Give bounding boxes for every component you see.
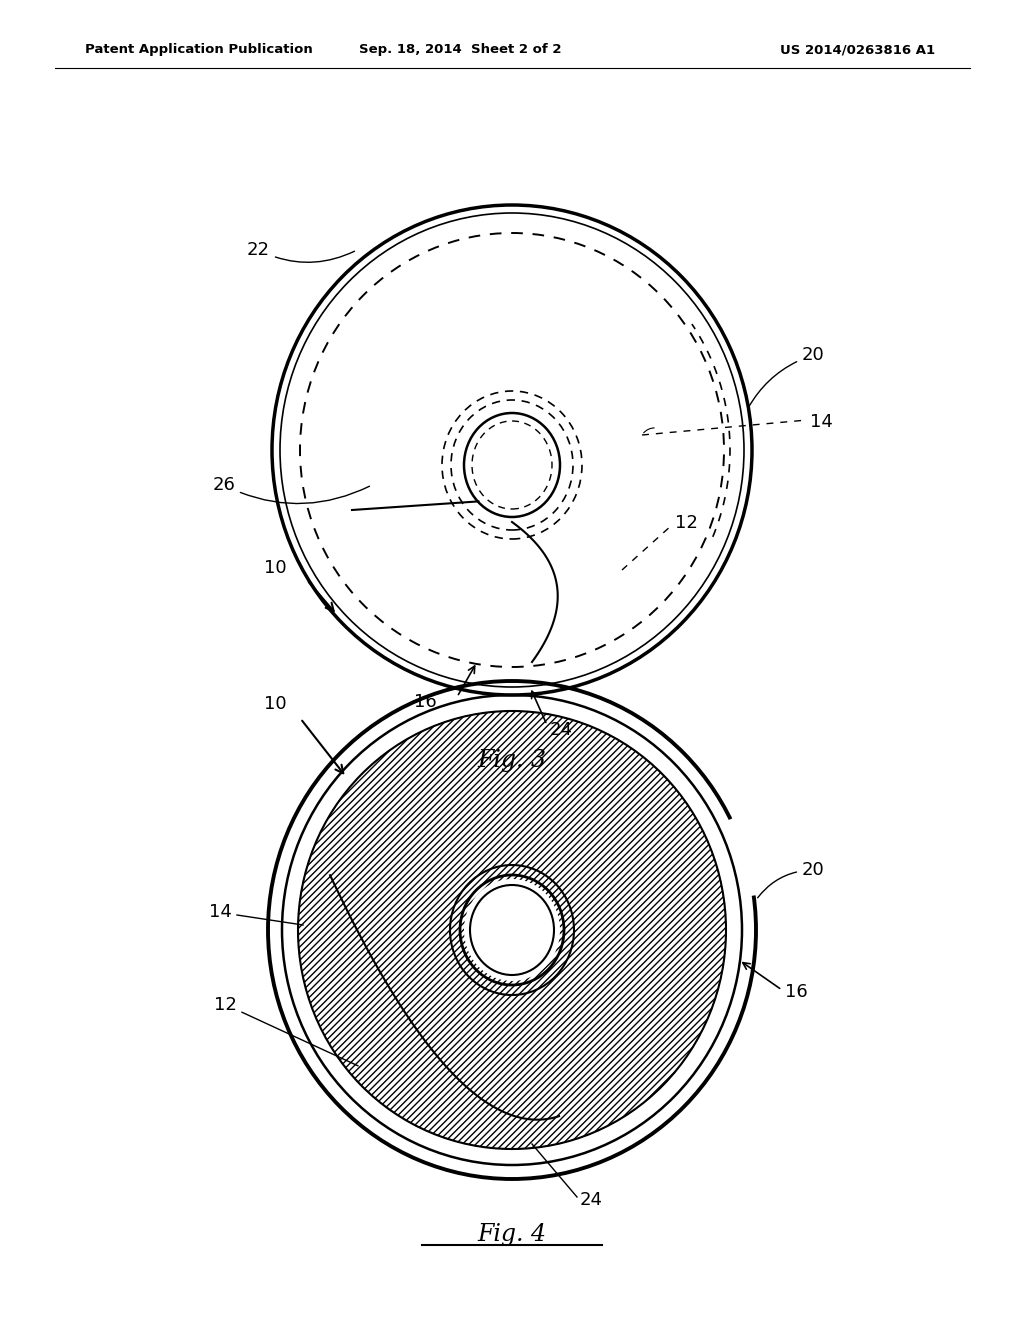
Text: 24: 24 <box>580 1191 603 1209</box>
Text: 22: 22 <box>247 242 354 263</box>
Text: Sep. 18, 2014  Sheet 2 of 2: Sep. 18, 2014 Sheet 2 of 2 <box>358 44 561 57</box>
Text: 12: 12 <box>675 513 698 532</box>
Text: 16: 16 <box>415 693 437 711</box>
Text: Fig. 3: Fig. 3 <box>477 748 547 771</box>
Text: 14: 14 <box>209 903 232 921</box>
Text: 10: 10 <box>264 558 287 577</box>
Ellipse shape <box>464 879 560 981</box>
Text: 16: 16 <box>785 983 808 1001</box>
Text: 12: 12 <box>214 997 237 1014</box>
Ellipse shape <box>298 711 726 1148</box>
Text: 20: 20 <box>749 346 824 408</box>
Text: 10: 10 <box>264 696 287 713</box>
Text: 24: 24 <box>550 721 573 739</box>
Text: 14: 14 <box>810 413 833 432</box>
Text: Patent Application Publication: Patent Application Publication <box>85 44 312 57</box>
Text: Fig. 4: Fig. 4 <box>477 1222 547 1246</box>
Text: 20: 20 <box>758 861 824 898</box>
Text: 26: 26 <box>212 477 370 503</box>
Text: US 2014/0263816 A1: US 2014/0263816 A1 <box>780 44 935 57</box>
